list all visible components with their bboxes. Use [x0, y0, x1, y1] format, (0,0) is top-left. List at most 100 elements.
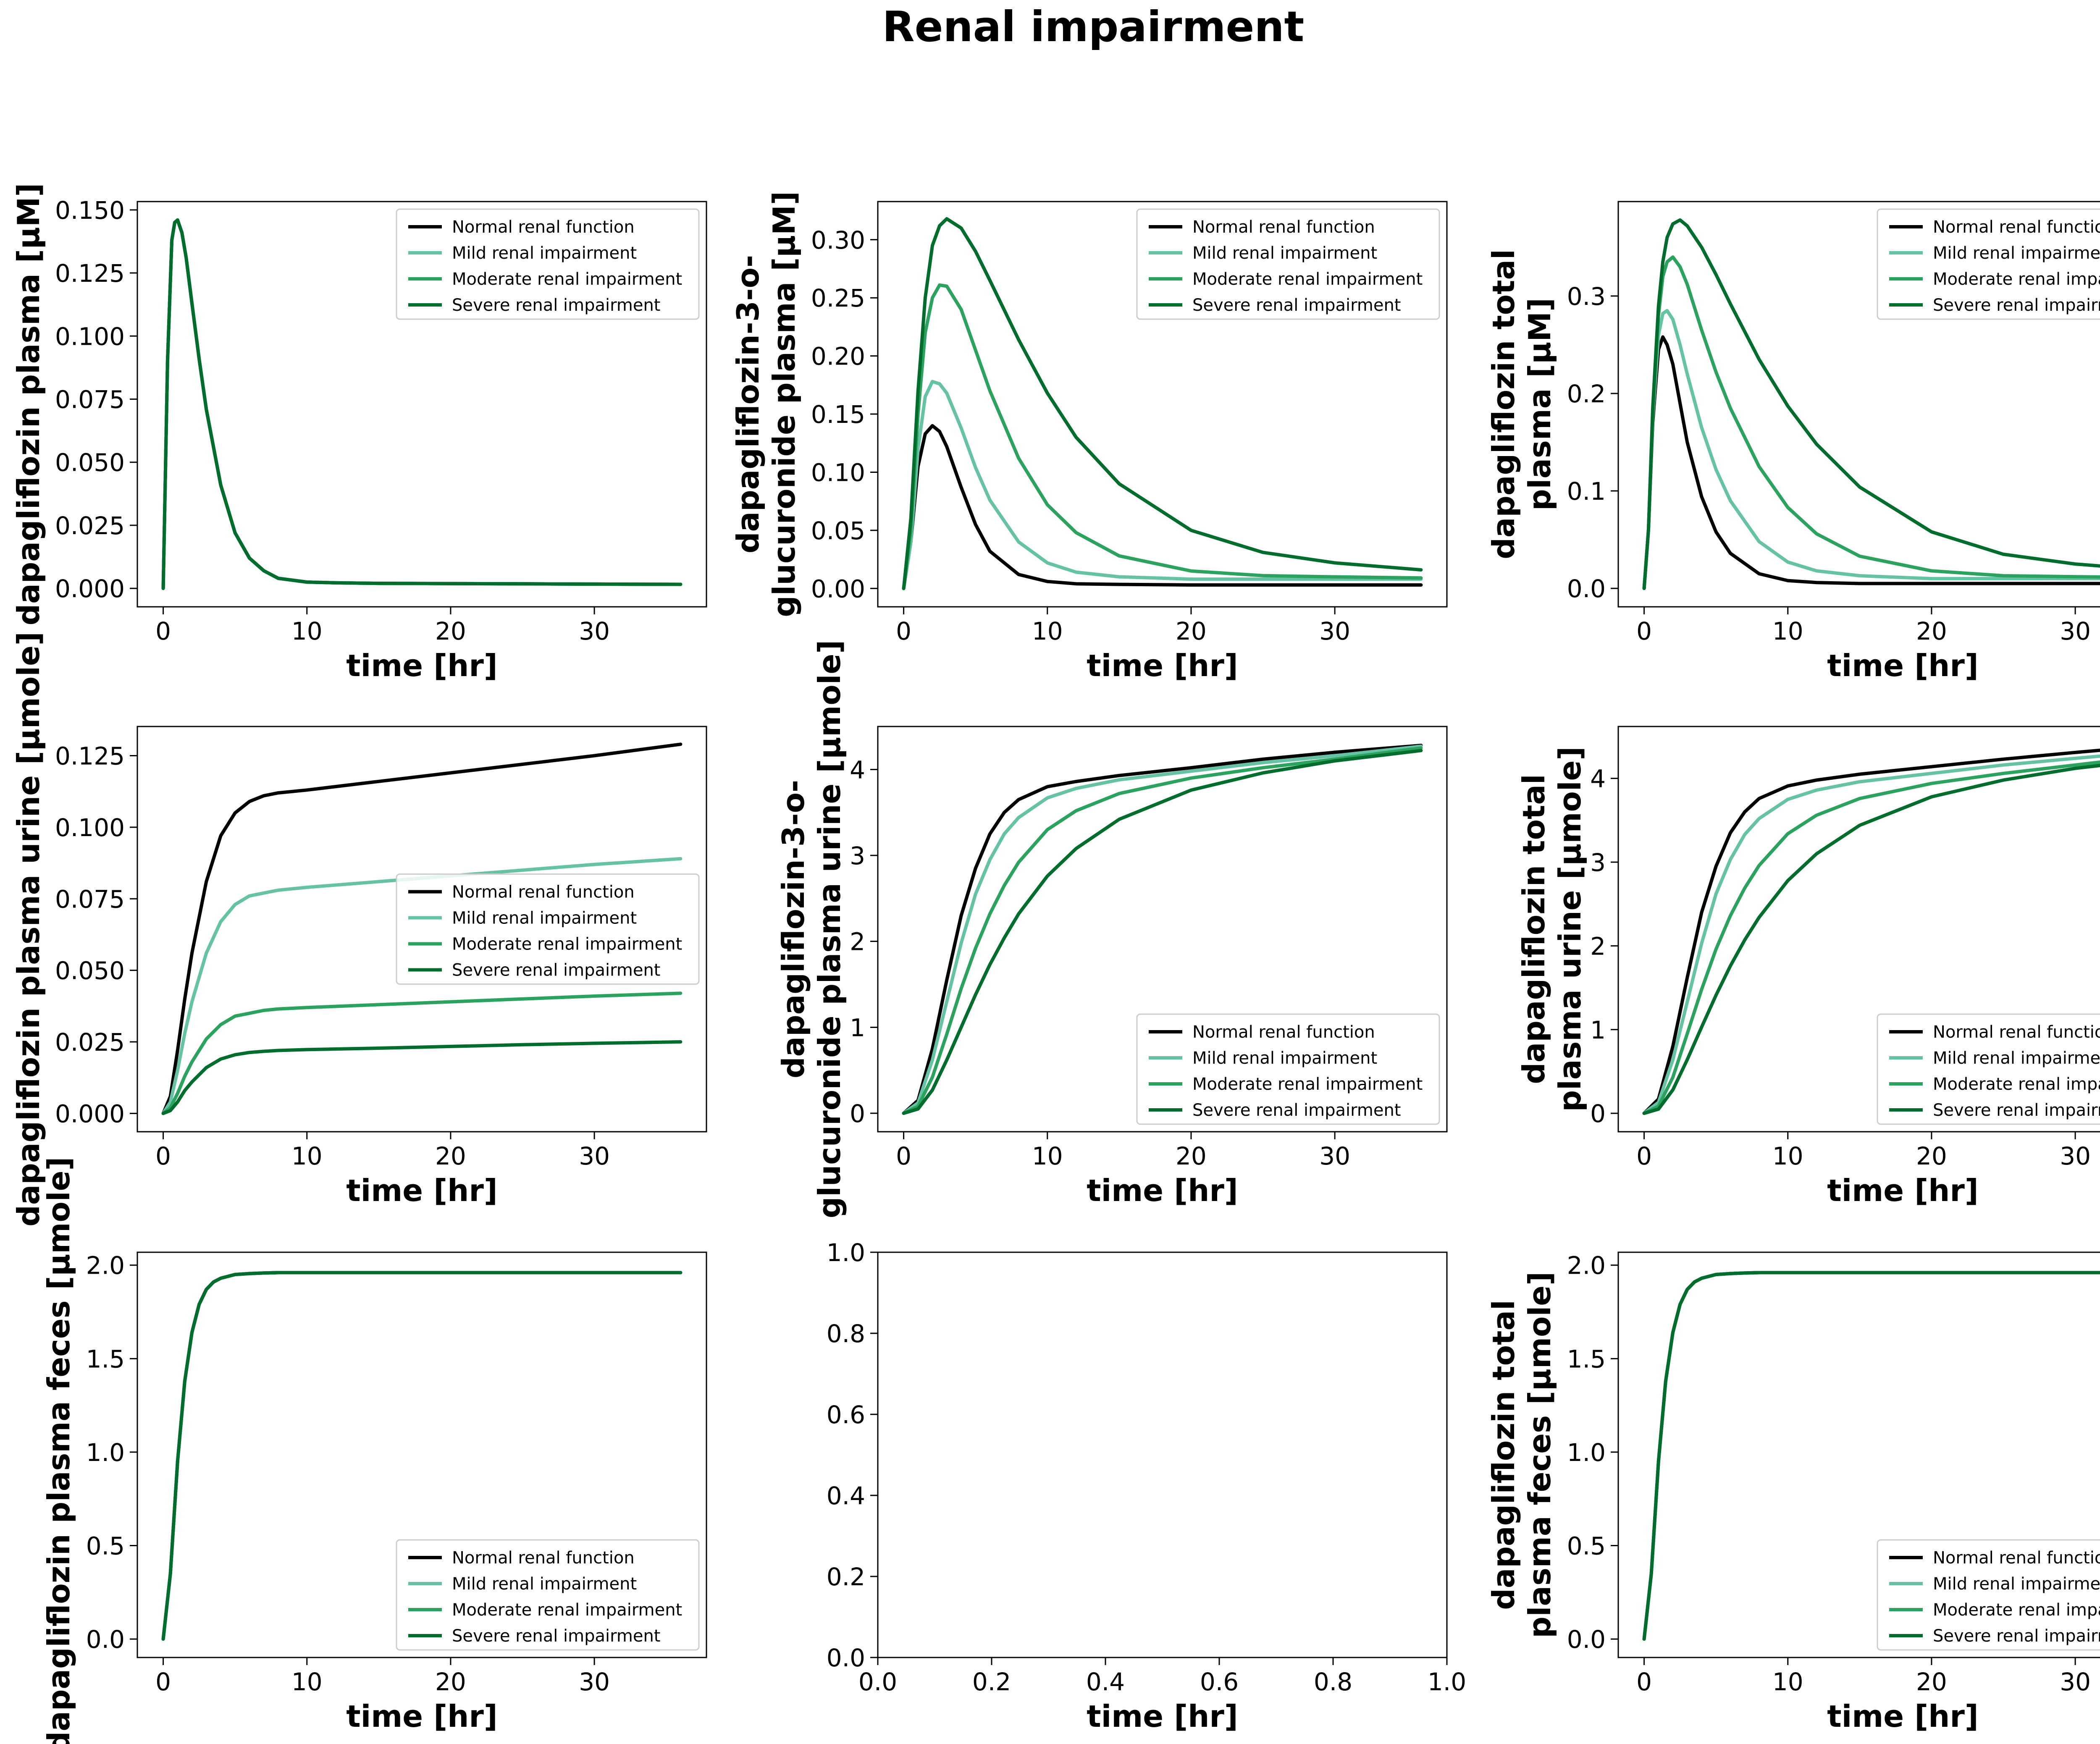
- x-tick-label: 0: [155, 1142, 171, 1170]
- y-tick-label: 0.000: [55, 574, 125, 603]
- y-tick-label: 0.125: [55, 742, 125, 771]
- y-axis-label-line: glucuronide plasma urine [µmole]: [812, 640, 847, 1219]
- plot-lines: [1642, 748, 2100, 1115]
- x-axis-label: time [hr]: [346, 1173, 498, 1208]
- subplot-1: 0 10 20 30 0.000 0.025 0.050 0.075 0.100 0.125 0.1…: [11, 183, 707, 683]
- y-tick-label: 0.1: [1567, 477, 1606, 506]
- x-tick-label: 20: [435, 1668, 466, 1696]
- y-tick-label: 4: [850, 755, 865, 784]
- y-axis-label-line: dapagliflozin plasma feces [µmole]: [41, 1157, 76, 1744]
- y-tick-label: 4: [1590, 765, 1606, 793]
- y-axis-label: dapagliflozin plasma urine [µmole]: [11, 632, 46, 1227]
- series-line-1: [1642, 748, 2100, 1115]
- series-line-1: [902, 744, 1423, 1115]
- y-tick-label: 0.25: [811, 284, 865, 312]
- y-tick-label: 0.6: [827, 1400, 865, 1429]
- subplot-8: 0.0 0.2 0.4 0.6 0.8 1.0 0.0 0.2 0.4 0.6 0.8 1.0 time…: [827, 1238, 1466, 1734]
- y-tick-label: 1: [1590, 1016, 1606, 1044]
- axes-frame: [1617, 201, 2100, 608]
- series-line-3: [902, 283, 1423, 590]
- x-tick-label: 0: [1636, 1142, 1652, 1170]
- y-tick-label: 1.0: [827, 1238, 865, 1267]
- legend-box: [1877, 208, 2100, 320]
- series-line-2: [902, 745, 1423, 1115]
- x-tick-label: 20: [1176, 1142, 1207, 1170]
- legend: Normal renal function Mild renal impairme…: [1877, 208, 2100, 320]
- plot-lines: [161, 218, 682, 590]
- y-tick-label: 2.0: [86, 1251, 125, 1280]
- plot-lines: [902, 217, 1423, 590]
- x-axis-label: time [hr]: [1827, 648, 1979, 683]
- y-tick-label: 0.2: [1567, 380, 1606, 408]
- x-tick-label: 0: [155, 1668, 171, 1696]
- subplot-6: 0 10 20 30 0 1 2 3 4 time [hr] dapagliflozin total…: [1516, 726, 2100, 1208]
- series-line-3: [161, 991, 682, 1115]
- x-axis-label: time [hr]: [1087, 1173, 1238, 1208]
- figure-title: Renal impairment: [882, 2, 1305, 51]
- series-line-2: [1642, 754, 2100, 1115]
- x-tick-label: 0.8: [1314, 1668, 1352, 1696]
- legend-box: [1877, 1539, 2100, 1651]
- legend: Normal renal function Mild renal impairme…: [1877, 1013, 2100, 1125]
- y-tick-label: 0.0: [86, 1625, 125, 1654]
- legend-label-4: Severe renal impairment: [1933, 1626, 2100, 1646]
- legend-label-1: Normal renal function: [1192, 1023, 1375, 1042]
- x-tick-label: 10: [1032, 617, 1063, 645]
- x-tick-label: 10: [1032, 1142, 1063, 1170]
- plot-lines: [902, 744, 1423, 1115]
- x-tick-label: 30: [2060, 1668, 2091, 1696]
- x-tick-label: 20: [435, 617, 466, 645]
- y-axis-label-line: dapagliflozin-3-o-: [776, 780, 811, 1078]
- legend-label-2: Mild renal impairment: [1933, 1049, 2100, 1068]
- y-tick-label: 2: [850, 928, 865, 956]
- series-line-3: [902, 746, 1423, 1115]
- y-tick-label: 0.3: [1567, 282, 1606, 311]
- y-axis-label-line: dapagliflozin total: [1486, 1300, 1521, 1610]
- x-tick-label: 0.6: [1200, 1668, 1239, 1696]
- y-tick-label: 0.20: [811, 342, 865, 371]
- y-axis-label-line: dapagliflozin plasma urine [µmole]: [11, 632, 46, 1227]
- subplot-4: 0 10 20 30 0.000 0.025 0.050 0.075 0.100 0.125 tim…: [11, 632, 707, 1227]
- legend-label-2: Mild renal impairment: [452, 1574, 637, 1594]
- y-axis-label-line: dapagliflozin-3-o-: [730, 255, 766, 553]
- legend: Normal renal function Mild renal impairme…: [1136, 208, 1440, 320]
- series-line-4: [161, 1040, 682, 1115]
- subplot-9: 0 10 20 30 0.0 0.5 1.0 1.5 2.0 time [hr] dapaglifl…: [1486, 1251, 2100, 1734]
- x-tick-label: 30: [579, 617, 610, 645]
- legend-label-1: Normal renal function: [452, 883, 635, 902]
- legend: Normal renal function Mild renal impairme…: [396, 873, 700, 985]
- y-tick-label: 3: [850, 842, 865, 870]
- legend-label-4: Severe renal impairment: [452, 961, 660, 980]
- y-axis-label-line: plasma [µM]: [1522, 298, 1557, 511]
- legend-label-1: Normal renal function: [452, 218, 635, 237]
- y-tick-label: 1.5: [86, 1345, 125, 1373]
- series-line-2: [902, 380, 1423, 590]
- y-tick-label: 3: [1590, 848, 1606, 877]
- y-tick-label: 0.0: [827, 1644, 865, 1672]
- y-tick-label: 0.000: [55, 1099, 125, 1128]
- y-tick-label: 0.30: [811, 226, 865, 254]
- y-tick-label: 0: [850, 1099, 865, 1128]
- plot-lines: [161, 1271, 682, 1641]
- legend: Normal renal function Mild renal impairme…: [1136, 1013, 1440, 1125]
- legend-label-3: Moderate renal impairment: [1192, 1075, 1423, 1094]
- x-tick-label: 0: [155, 617, 171, 645]
- y-tick-label: 1: [850, 1013, 865, 1042]
- y-tick-label: 0.5: [86, 1532, 125, 1560]
- x-tick-label: 10: [1772, 617, 1803, 645]
- x-tick-label: 20: [435, 1142, 466, 1170]
- y-tick-label: 2: [1590, 932, 1606, 960]
- axes-frame: [877, 1251, 1448, 1658]
- subplot-7: 0 10 20 30 0.0 0.5 1.0 1.5 2.0 time [hr] dapaglifl…: [41, 1157, 707, 1744]
- subplot-grid: 0 10 20 300.0000.0250.0500.0750.1000.1250.1…: [11, 183, 2100, 1744]
- y-tick-label: 0.075: [55, 885, 125, 913]
- y-tick-label: 0.00: [811, 574, 865, 603]
- x-tick-label: 20: [1916, 1142, 1947, 1170]
- plot-lines: [1642, 1271, 2100, 1641]
- x-tick-label: 0: [896, 617, 911, 645]
- y-tick-label: 0.050: [55, 957, 125, 985]
- legend: Normal renal function Mild renal impairme…: [1877, 1539, 2100, 1651]
- legend-label-1: Normal renal function: [452, 1548, 635, 1568]
- y-tick-label: 1.5: [1567, 1345, 1606, 1373]
- y-axis-label-line: dapagliflozin total: [1516, 774, 1551, 1084]
